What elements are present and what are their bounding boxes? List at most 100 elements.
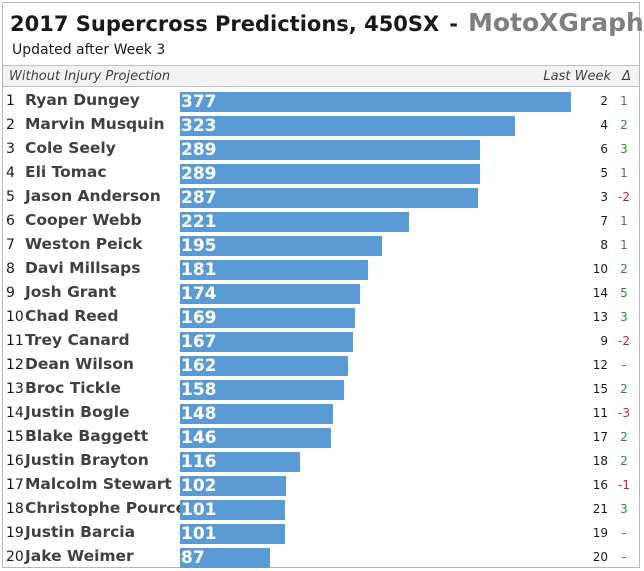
points-value-label: 87 [181, 548, 205, 568]
rank-change: - [621, 526, 627, 540]
rank-number: 16 [6, 453, 24, 469]
last-week-rank: 15 [592, 382, 608, 396]
points-bar [180, 284, 360, 304]
rank-change: 5 [620, 286, 628, 300]
points-value-label: 146 [181, 428, 217, 448]
rank-change: -3 [618, 406, 630, 420]
points-bar [180, 164, 480, 184]
last-week-rank: 14 [592, 286, 608, 300]
ranking-row: 16 Justin Brayton 116 18 2 [0, 450, 644, 474]
points-value-label: 102 [181, 476, 217, 496]
title-separator: - [449, 12, 458, 36]
points-value-label: 181 [181, 260, 217, 280]
ranking-row: 9 Josh Grant 174 14 5 [0, 282, 644, 306]
ranking-row: 4 Eli Tomac 289 5 1 [0, 162, 644, 186]
rider-name: Jason Anderson [25, 187, 161, 205]
ranking-row: 17 Malcolm Stewart 102 16 -1 [0, 474, 644, 498]
rank-change: 2 [620, 118, 628, 132]
points-bar [180, 308, 355, 328]
last-week-rank: 5 [600, 166, 608, 180]
rider-name: Christophe Pourcel [25, 499, 192, 517]
projection-header: Without Injury Projection [9, 69, 171, 84]
rider-name: Chad Reed [25, 307, 119, 325]
points-value-label: 158 [181, 380, 217, 400]
ranking-row: 13 Broc Tickle 158 15 2 [0, 378, 644, 402]
rank-change: 1 [620, 238, 628, 252]
last-week-rank: 9 [600, 334, 608, 348]
ranking-row: 11 Trey Canard 167 9 -2 [0, 330, 644, 354]
ranking-row: 14 Justin Bogle 148 11 -3 [0, 402, 644, 426]
points-bar [180, 212, 409, 232]
rank-number: 1 [6, 93, 15, 109]
rank-number: 17 [6, 477, 24, 493]
ranking-list: 1 Ryan Dungey 377 2 1 2 Marvin Musquin 323 4 2 3 Co… [0, 90, 644, 570]
rank-number: 5 [6, 189, 15, 205]
last-week-rank: 21 [592, 502, 608, 516]
points-bar [180, 236, 382, 256]
points-value-label: 289 [181, 140, 217, 160]
rider-name: Cooper Webb [25, 211, 142, 229]
rider-name: Blake Baggett [25, 427, 149, 445]
rank-number: 4 [6, 165, 15, 181]
last-week-rank: 2 [600, 94, 608, 108]
ranking-row: 1 Ryan Dungey 377 2 1 [0, 90, 644, 114]
rider-name: Cole Seely [25, 139, 116, 157]
points-value-label: 148 [181, 404, 217, 424]
rank-change: -1 [618, 478, 630, 492]
rank-number: 11 [6, 333, 24, 349]
rank-number: 18 [6, 501, 24, 517]
points-value-label: 116 [181, 452, 217, 472]
last-week-rank: 4 [600, 118, 608, 132]
points-bar [180, 356, 348, 376]
rank-change: 3 [620, 142, 628, 156]
ranking-row: 12 Dean Wilson 162 12- [0, 354, 644, 378]
points-value-label: 195 [181, 236, 217, 256]
ranking-row: 6 Cooper Webb 221 7 1 [0, 210, 644, 234]
points-bar [180, 548, 270, 568]
rank-change: 2 [620, 382, 628, 396]
rider-name: Ryan Dungey [25, 91, 140, 109]
chart-title: 2017 Supercross Predictions, 450SX [10, 12, 440, 36]
rider-name: Eli Tomac [25, 163, 107, 181]
rider-name: Justin Brayton [25, 451, 149, 469]
rider-name: Josh Grant [25, 283, 117, 301]
rank-change: 1 [620, 214, 628, 228]
points-value-label: 162 [181, 356, 217, 376]
ranking-row: 3 Cole Seely 289 6 3 [0, 138, 644, 162]
last-week-rank: 17 [592, 430, 608, 444]
ranking-row: 15 Blake Baggett 146 17 2 [0, 426, 644, 450]
ranking-row: 5 Jason Anderson 287 3 -2 [0, 186, 644, 210]
ranking-row: 10 Chad Reed 169 13 3 [0, 306, 644, 330]
last-week-rank: 13 [592, 310, 608, 324]
rank-change: -2 [618, 334, 630, 348]
last-week-rank: 20 [592, 550, 608, 564]
last-week-rank: 8 [600, 238, 608, 252]
points-bar [180, 260, 368, 280]
rider-name: Weston Peick [25, 235, 143, 253]
points-bar [180, 116, 515, 136]
points-value-label: 323 [181, 116, 217, 136]
rank-change: 2 [620, 454, 628, 468]
rank-number: 10 [6, 309, 24, 325]
last-week-rank: 7 [600, 214, 608, 228]
rider-name: Jake Weimer [25, 547, 134, 565]
points-value-label: 174 [181, 284, 217, 304]
points-bar [180, 332, 353, 352]
rank-change: - [621, 358, 627, 372]
rank-number: 20 [6, 549, 24, 565]
last-week-rank: 10 [592, 262, 608, 276]
points-bar [180, 188, 478, 208]
rider-name: Marvin Musquin [25, 115, 165, 133]
rank-change: 1 [620, 166, 628, 180]
rider-name: Malcolm Stewart [25, 475, 172, 493]
ranking-row: 2 Marvin Musquin 323 4 2 [0, 114, 644, 138]
rider-name: Dean Wilson [25, 355, 134, 373]
points-value-label: 169 [181, 308, 217, 328]
points-value-label: 101 [181, 524, 217, 544]
ranking-row: 7 Weston Peick 195 8 1 [0, 234, 644, 258]
points-value-label: 289 [181, 164, 217, 184]
rank-change: 3 [620, 502, 628, 516]
points-bar [180, 452, 300, 472]
points-bar [180, 404, 333, 424]
